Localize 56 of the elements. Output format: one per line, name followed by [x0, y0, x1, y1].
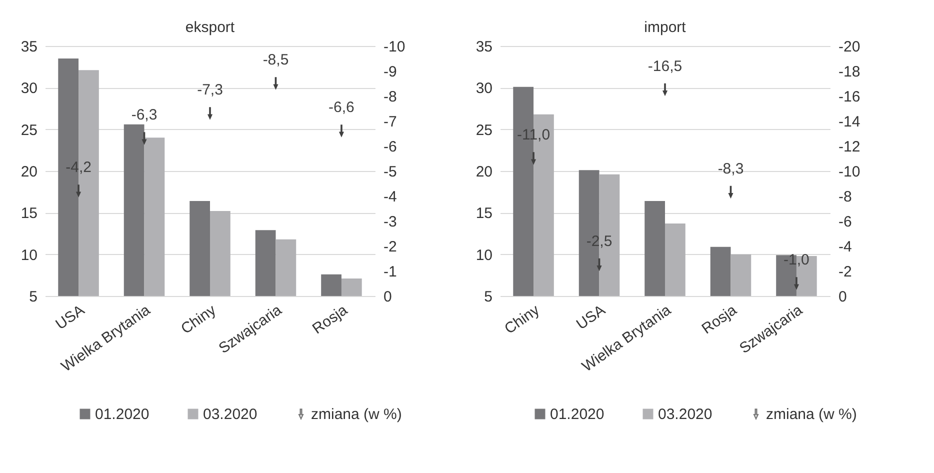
legend-label: 01.2020 [550, 406, 604, 423]
y2-tick-label: -6 [384, 138, 397, 156]
y-tick-label: 20 [476, 164, 492, 180]
data-label: -8,3 [718, 160, 744, 178]
data-label: -1,0 [784, 252, 810, 268]
data-label: -11,0 [516, 126, 550, 144]
y2-tick-label: -14 [838, 114, 860, 130]
y-tick-label: 30 [476, 80, 492, 98]
legend-label: 03.2020 [658, 406, 712, 423]
y2-tick-label: -1 [384, 264, 397, 280]
data-label: -4,2 [66, 159, 92, 176]
legend-label: 01.2020 [95, 406, 150, 423]
y-tick-label: 10 [20, 246, 38, 264]
y2-tick-label: -7 [384, 114, 397, 130]
y-tick-label: 30 [20, 80, 38, 98]
data-label: -7,3 [197, 82, 223, 98]
y2-tick-label: -9 [384, 64, 397, 80]
y2-tick-label: -5 [384, 164, 397, 180]
y2-tick-label: 0 [838, 288, 847, 306]
y-tick-label: 35 [476, 38, 492, 56]
y2-tick-label: -2 [384, 238, 397, 256]
legend-label: zmiana (w %) [766, 406, 857, 423]
y2-tick-label: -4 [838, 238, 852, 256]
y2-tick-label: -8 [838, 188, 852, 206]
chart-title: import [644, 19, 687, 36]
y2-tick-label: 0 [384, 288, 392, 306]
y2-tick-label: -12 [838, 138, 860, 156]
chart-title: eksport [185, 19, 236, 36]
y-tick-label: 10 [476, 246, 492, 264]
x-tick-label: USA [573, 302, 608, 334]
y-tick-label: 20 [20, 164, 38, 180]
y2-tick-label: -8 [384, 88, 397, 106]
y-tick-label: 15 [476, 205, 492, 222]
legend-label: 03.2020 [203, 406, 258, 423]
data-label: -8,5 [262, 52, 289, 68]
y-tick-label: 5 [29, 288, 38, 306]
data-label: -6,3 [131, 106, 158, 124]
y-tick-label: 35 [20, 38, 38, 56]
y2-tick-label: -10 [384, 38, 406, 56]
y-tick-label: 25 [476, 122, 492, 139]
y2-tick-label: -16 [838, 88, 860, 106]
y2-tick-label: -18 [838, 64, 860, 80]
y-tick-label: 5 [484, 288, 492, 306]
y2-tick-label: -4 [384, 188, 397, 206]
y-tick-label: 25 [20, 122, 38, 139]
data-label: -2,5 [586, 232, 612, 250]
legend-label: zmiana (w %) [311, 406, 402, 423]
y2-tick-label: -10 [838, 164, 860, 180]
y2-tick-label: -6 [838, 214, 852, 230]
y2-tick-label: -3 [384, 214, 397, 230]
data-label: -16,5 [648, 58, 682, 75]
y2-tick-label: -20 [838, 38, 860, 56]
y2-tick-label: -2 [838, 264, 852, 280]
data-label: -6,6 [328, 99, 354, 116]
x-tick-label: USA [52, 302, 88, 334]
y-tick-label: 15 [20, 205, 38, 222]
